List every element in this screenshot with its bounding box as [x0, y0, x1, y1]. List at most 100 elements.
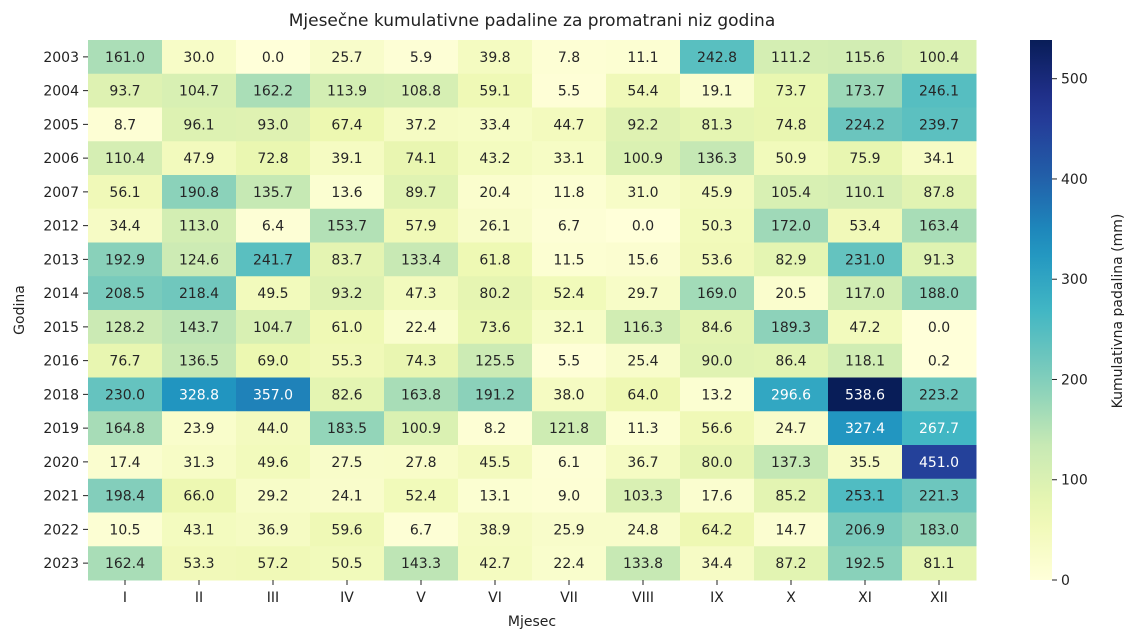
cell-label: 14.7 [775, 522, 806, 538]
cell-label: 104.7 [179, 84, 219, 100]
heatmap-cell [532, 343, 607, 378]
cell-label: 80.2 [479, 286, 510, 302]
cell-label: 189.3 [771, 320, 811, 336]
x-tick-label: XII [930, 590, 948, 606]
heatmap-cell [310, 175, 385, 210]
cell-label: 163.4 [919, 219, 959, 235]
cell-label: 36.7 [627, 455, 658, 471]
cell-label: 153.7 [327, 219, 367, 235]
cell-label: 61.8 [479, 252, 510, 268]
cell-label: 191.2 [475, 387, 515, 403]
cell-label: 13.6 [331, 185, 362, 201]
heatmap-cell [902, 242, 977, 277]
heatmap-cell [828, 242, 903, 277]
cell-label: 0.2 [928, 354, 950, 370]
heatmap-cell [902, 546, 977, 581]
cell-label: 24.8 [627, 522, 658, 538]
y-tick-label: 2006 [43, 151, 79, 167]
cell-label: 192.9 [105, 252, 145, 268]
heatmap-cell [532, 445, 607, 480]
cell-label: 124.6 [179, 252, 219, 268]
cell-label: 19.1 [701, 84, 732, 100]
cell-label: 52.4 [405, 489, 436, 505]
heatmap-cell [310, 40, 385, 75]
cell-label: 31.3 [183, 455, 214, 471]
cell-label: 105.4 [771, 185, 811, 201]
heatmap-cell [680, 73, 755, 108]
colorbar-tick-label: 300 [1061, 272, 1088, 288]
heatmap-cell [162, 445, 237, 480]
cell-label: 137.3 [771, 455, 811, 471]
heatmap-cell [902, 208, 977, 243]
heatmap-cell [532, 478, 607, 513]
cell-label: 57.9 [405, 219, 436, 235]
cell-label: 15.6 [627, 252, 658, 268]
cell-label: 221.3 [919, 489, 959, 505]
heatmap-cell [236, 377, 311, 412]
heatmap-cell [902, 73, 977, 108]
heatmap-cell [88, 141, 163, 176]
cell-label: 253.1 [845, 489, 885, 505]
cell-label: 242.8 [697, 50, 737, 66]
heatmap-cell [754, 40, 829, 75]
cell-label: 64.2 [701, 522, 732, 538]
y-tick-label: 2005 [43, 117, 79, 133]
heatmap-cell [310, 377, 385, 412]
heatmap-cell [236, 40, 311, 75]
cell-label: 11.8 [553, 185, 584, 201]
cell-label: 72.8 [257, 151, 288, 167]
heatmap-cell [606, 546, 681, 581]
cell-label: 25.4 [627, 354, 658, 370]
cell-label: 117.0 [845, 286, 885, 302]
cell-label: 6.7 [558, 219, 580, 235]
cell-label: 53.4 [849, 219, 880, 235]
heatmap-cell [902, 512, 977, 547]
heatmap-cell [162, 546, 237, 581]
heatmap-cell [680, 445, 755, 480]
cell-label: 128.2 [105, 320, 145, 336]
cell-label: 93.7 [109, 84, 140, 100]
cell-label: 192.5 [845, 556, 885, 572]
heatmap-cell [458, 478, 533, 513]
cell-label: 224.2 [845, 117, 885, 133]
heatmap-cell [606, 377, 681, 412]
heatmap-cell [458, 141, 533, 176]
x-tick-label: XI [858, 590, 872, 606]
heatmap-cell [384, 546, 459, 581]
cell-label: 80.0 [701, 455, 732, 471]
heatmap-cell [458, 310, 533, 345]
cell-label: 5.5 [558, 84, 580, 100]
heatmap-cell [162, 40, 237, 75]
cell-label: 118.1 [845, 354, 885, 370]
y-tick-label: 2016 [43, 354, 79, 370]
heatmap-cell [310, 242, 385, 277]
x-tick-label: VIII [632, 590, 654, 606]
heatmap-cell [384, 242, 459, 277]
cell-label: 42.7 [479, 556, 510, 572]
cell-label: 133.8 [623, 556, 663, 572]
heatmap-cell [828, 175, 903, 210]
heatmap-cell [680, 208, 755, 243]
cell-label: 36.9 [257, 522, 288, 538]
colorbar-tick-label: 500 [1061, 72, 1088, 88]
cell-label: 64.0 [627, 387, 658, 403]
heatmap-cell [88, 512, 163, 547]
cell-label: 100.4 [919, 50, 959, 66]
cell-label: 75.9 [849, 151, 880, 167]
cell-label: 83.7 [331, 252, 362, 268]
heatmap-cell [680, 377, 755, 412]
cell-label: 451.0 [919, 455, 959, 471]
heatmap-cell [680, 546, 755, 581]
y-tick-label: 2015 [43, 320, 79, 336]
x-tick-label: VII [560, 590, 578, 606]
heatmap-cell [162, 276, 237, 311]
heatmap-cell [606, 73, 681, 108]
cell-label: 100.9 [623, 151, 663, 167]
heatmap-cell [162, 141, 237, 176]
heatmap-cell [88, 478, 163, 513]
heatmap-cell [310, 73, 385, 108]
heatmap-cell [754, 310, 829, 345]
heatmap-cell [754, 107, 829, 142]
heatmap-cell [384, 478, 459, 513]
